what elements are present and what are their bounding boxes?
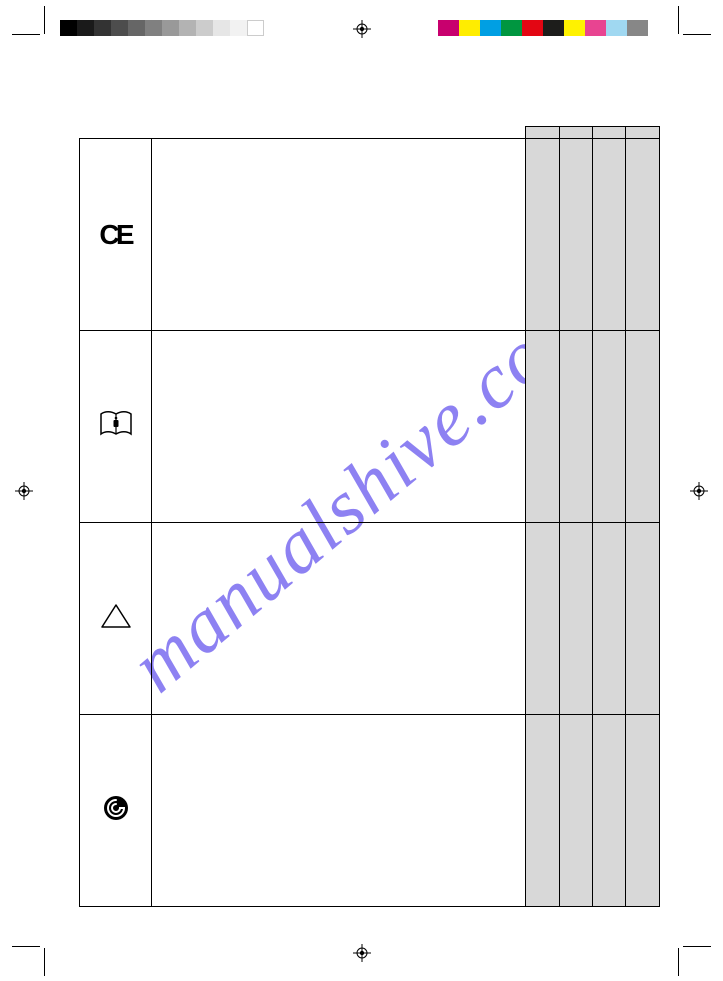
side-cell: [593, 715, 626, 907]
description-cell: [152, 715, 526, 907]
header-spacer: [80, 127, 526, 139]
description-cell: [152, 523, 526, 715]
page-root: manualshive.com C E: [0, 0, 723, 981]
color-swatch: [522, 20, 543, 36]
side-cell: [626, 331, 660, 523]
color-swatch: [627, 20, 648, 36]
grayscale-calibration-bar: [60, 20, 264, 36]
ce-mark-icon: C E: [99, 219, 131, 250]
registration-mark-icon: [353, 944, 371, 962]
grayscale-swatch: [111, 20, 128, 36]
registration-mark-icon: [15, 482, 33, 500]
grayscale-swatch: [179, 20, 196, 36]
header-side: [560, 127, 593, 139]
crop-mark: [683, 34, 711, 35]
icon-cell: [80, 715, 152, 907]
side-cell: [560, 331, 593, 523]
icon-cell: C E: [80, 139, 152, 331]
side-cell: [593, 139, 626, 331]
header-side: [626, 127, 660, 139]
side-cell: [626, 139, 660, 331]
table-row: [80, 331, 660, 523]
side-cell: [593, 523, 626, 715]
symbol-table: C E: [79, 126, 660, 907]
spiral-g-icon: [101, 793, 131, 823]
table-row: C E: [80, 139, 660, 331]
grayscale-swatch: [60, 20, 77, 36]
grayscale-swatch: [94, 20, 111, 36]
grayscale-swatch: [128, 20, 145, 36]
side-cell: [526, 331, 560, 523]
color-swatch: [438, 20, 459, 36]
grayscale-swatch: [213, 20, 230, 36]
side-cell: [526, 523, 560, 715]
color-swatch: [480, 20, 501, 36]
crop-mark: [44, 948, 45, 976]
crop-mark: [683, 946, 711, 947]
icon-cell: [80, 523, 152, 715]
table-header-row: [80, 127, 660, 139]
grayscale-swatch: [162, 20, 179, 36]
registration-mark-icon: [353, 20, 371, 38]
crop-mark: [678, 948, 679, 976]
side-cell: [560, 139, 593, 331]
crop-mark: [678, 6, 679, 34]
side-cell: [593, 331, 626, 523]
grayscale-swatch: [230, 20, 247, 36]
color-swatch: [543, 20, 564, 36]
grayscale-swatch: [247, 20, 264, 36]
side-cell: [626, 523, 660, 715]
header-side: [593, 127, 626, 139]
icon-cell: [80, 331, 152, 523]
side-cell: [560, 523, 593, 715]
manual-book-icon: [99, 410, 133, 438]
description-cell: [152, 139, 526, 331]
header-side: [526, 127, 560, 139]
grayscale-swatch: [77, 20, 94, 36]
side-cell: [560, 715, 593, 907]
description-cell: [152, 331, 526, 523]
table-row: [80, 523, 660, 715]
color-swatch: [459, 20, 480, 36]
crop-mark: [12, 34, 40, 35]
grayscale-swatch: [196, 20, 213, 36]
color-swatch: [501, 20, 522, 36]
side-cell: [526, 139, 560, 331]
color-swatch: [606, 20, 627, 36]
side-cell: [526, 715, 560, 907]
crop-mark: [44, 6, 45, 34]
registration-mark-icon: [690, 482, 708, 500]
grayscale-swatch: [145, 20, 162, 36]
color-calibration-bar: [438, 20, 648, 36]
color-swatch: [585, 20, 606, 36]
side-cell: [626, 715, 660, 907]
color-swatch: [564, 20, 585, 36]
crop-mark: [12, 946, 40, 947]
warning-triangle-icon: [100, 602, 132, 630]
table-row: [80, 715, 660, 907]
